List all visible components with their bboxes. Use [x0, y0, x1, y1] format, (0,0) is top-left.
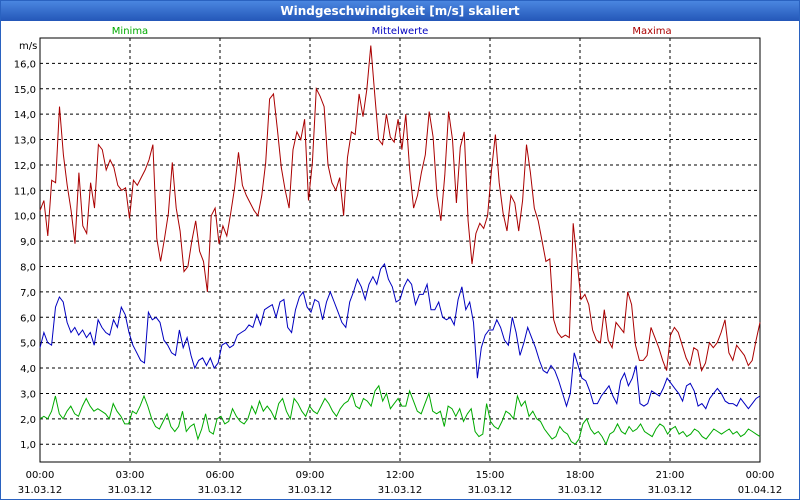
- x-tick-date: 31.03.12: [288, 485, 333, 496]
- y-axis-label: m/s: [19, 41, 37, 52]
- x-ticks: 00:00 31.03.12 03:00 31.03.12 06:00 31.03.12 0…: [18, 470, 783, 496]
- x-tick-time: 03:00: [116, 470, 145, 481]
- legend-maxima: Maxima: [632, 26, 671, 37]
- legend-mittelwerte: Mittelwerte: [372, 26, 429, 37]
- x-tick-date: 31.03.12: [198, 485, 243, 496]
- x-tick-time: 00:00: [26, 470, 55, 481]
- y-tick-label: 2,0: [20, 415, 36, 426]
- x-tick-date: 01.04.12: [738, 485, 783, 496]
- y-tick-label: 4,0: [20, 364, 36, 375]
- x-tick-time: 06:00: [206, 470, 235, 481]
- x-tick-time: 09:00: [296, 470, 325, 481]
- plot-frame: [39, 37, 761, 463]
- y-tick-label: 12,0: [14, 161, 36, 172]
- x-tick-date: 31.03.12: [108, 485, 153, 496]
- series-line-mean: [39, 262, 761, 410]
- y-tick-label: 7,0: [20, 288, 36, 299]
- y-tick-label: 16,0: [14, 59, 36, 70]
- series-line-min: [39, 384, 761, 446]
- y-tick-label: 11,0: [14, 186, 36, 197]
- y-tick-label: 3,0: [20, 389, 36, 400]
- x-tick-date: 31.03.12: [378, 485, 423, 496]
- y-tick-label: 10,0: [14, 212, 36, 223]
- x-tick-date: 31.03.12: [648, 485, 693, 496]
- y-tick-label: 1,0: [20, 440, 36, 451]
- y-tick-label: 5,0: [20, 339, 36, 350]
- series-group: [39, 45, 761, 446]
- x-tick-time: 21:00: [656, 470, 685, 481]
- y-tick-label: 15,0: [14, 85, 36, 96]
- series-line-max: [39, 45, 761, 373]
- y-ticks: 1,0 2,0 3,0 4,0 5,0 6,0 7,0 8,0 9,0 10,0 11,0 12,0 1…: [14, 59, 36, 451]
- y-tick-label: 13,0: [14, 136, 36, 147]
- x-tick-date: 31.03.12: [558, 485, 603, 496]
- y-tick-label: 9,0: [20, 237, 36, 248]
- x-tick-time: 18:00: [566, 470, 595, 481]
- y-tick-label: 6,0: [20, 313, 36, 324]
- x-tick-time: 15:00: [476, 470, 505, 481]
- grid: [40, 38, 760, 462]
- window-title: Windgeschwindigkeit [m/s] skaliert: [1, 1, 799, 21]
- y-tick-label: 8,0: [20, 263, 36, 274]
- x-tick-date: 31.03.12: [468, 485, 513, 496]
- x-tick-time: 12:00: [386, 470, 415, 481]
- legend-minima: Minima: [112, 26, 148, 37]
- x-tick-time: 00:00: [746, 470, 775, 481]
- y-tick-label: 14,0: [14, 110, 36, 121]
- x-tick-date: 31.03.12: [18, 485, 63, 496]
